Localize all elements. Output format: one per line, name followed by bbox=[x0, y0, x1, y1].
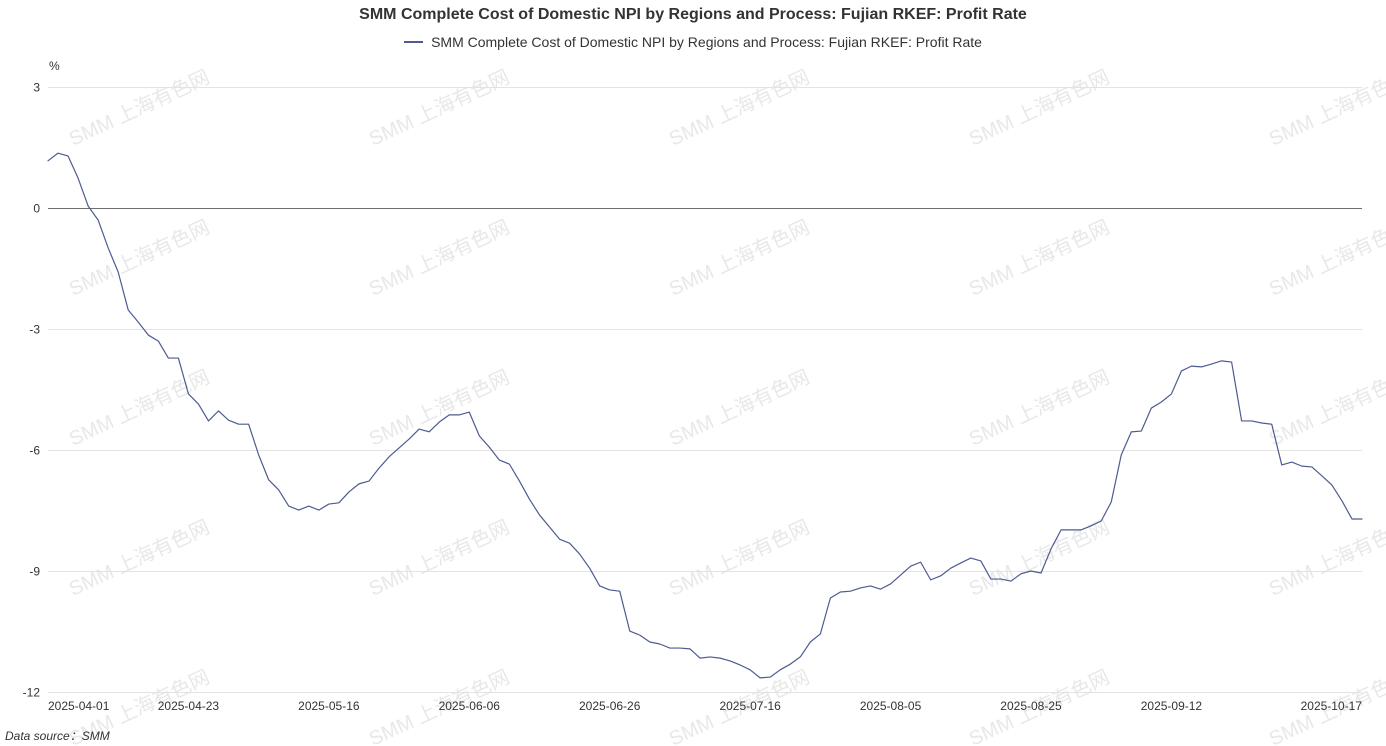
data-source-note: Data source：SMM bbox=[5, 729, 110, 743]
y-axis: 3 0 -3 -6 -9 -12% bbox=[23, 59, 60, 700]
x-tick-label: 2025-07-16 bbox=[719, 699, 781, 713]
watermark-text: SMM 上海有色网 bbox=[965, 366, 1113, 451]
watermark-layer: SMM 上海有色网 SMM 上海有色网 SMM 上海有色网 SMM 上海有色网 SMM … bbox=[65, 66, 1386, 746]
x-tick-label: 2025-08-05 bbox=[860, 699, 922, 713]
watermark-text: SMM 上海有色网 bbox=[365, 216, 513, 301]
watermark-text: SMM 上海有色网 bbox=[665, 216, 813, 301]
x-tick-label: 2025-08-25 bbox=[1000, 699, 1062, 713]
y-grid bbox=[48, 87, 1362, 693]
x-tick-label: 2025-04-01 bbox=[48, 699, 110, 713]
y-tick-label: -9 bbox=[29, 565, 40, 579]
watermark-text: SMM 上海有色网 bbox=[365, 66, 513, 151]
x-tick-label: 2025-09-12 bbox=[1141, 699, 1203, 713]
y-axis-unit: % bbox=[49, 59, 60, 73]
watermark-text: SMM 上海有色网 bbox=[1265, 66, 1386, 151]
watermark-text: SMM 上海有色网 bbox=[965, 66, 1113, 151]
y-tick-label: -6 bbox=[29, 444, 40, 458]
x-tick-label: 2025-06-26 bbox=[579, 699, 641, 713]
watermark-text: SMM 上海有色网 bbox=[1265, 216, 1386, 301]
watermark-text: SMM 上海有色网 bbox=[665, 66, 813, 151]
y-tick-label: -3 bbox=[29, 323, 40, 337]
watermark-text: SMM 上海有色网 bbox=[65, 66, 213, 151]
x-tick-label: 2025-04-23 bbox=[158, 699, 220, 713]
x-tick-label: 2025-05-16 bbox=[298, 699, 360, 713]
legend: SMM Complete Cost of Domestic NPI by Reg… bbox=[0, 33, 1386, 51]
y-tick-label: 3 bbox=[33, 81, 40, 95]
watermark-text: SMM 上海有色网 bbox=[365, 516, 513, 601]
chart-title: SMM Complete Cost of Domestic NPI by Reg… bbox=[359, 6, 1027, 23]
watermark-text: SMM 上海有色网 bbox=[965, 216, 1113, 301]
watermark-text: SMM 上海有色网 bbox=[365, 366, 513, 451]
watermark-text: SMM 上海有色网 bbox=[1265, 366, 1386, 451]
legend-item[interactable]: SMM Complete Cost of Domestic NPI by Reg… bbox=[404, 33, 982, 51]
x-axis: 2025-04-01 2025-04-23 2025-05-16 2025-06-06… bbox=[48, 699, 1362, 713]
legend-swatch bbox=[404, 41, 424, 43]
legend-label: SMM Complete Cost of Domestic NPI by Reg… bbox=[431, 34, 982, 50]
x-tick-label: 2025-10-17 bbox=[1301, 699, 1363, 713]
watermark-text: SMM 上海有色网 bbox=[665, 366, 813, 451]
watermark-text: SMM 上海有色网 bbox=[965, 516, 1113, 601]
watermark-text: SMM 上海有色网 bbox=[1265, 516, 1386, 601]
watermark-text: SMM 上海有色网 bbox=[65, 516, 213, 601]
watermark-text: SMM 上海有色网 bbox=[65, 216, 213, 301]
x-tick-label: 2025-06-06 bbox=[439, 699, 501, 713]
y-tick-label: -12 bbox=[23, 686, 41, 700]
y-tick-label: 0 bbox=[33, 202, 40, 216]
watermark-text: SMM 上海有色网 bbox=[665, 516, 813, 601]
watermark-text: SMM 上海有色网 bbox=[65, 366, 213, 451]
series-line bbox=[47, 152, 1363, 679]
